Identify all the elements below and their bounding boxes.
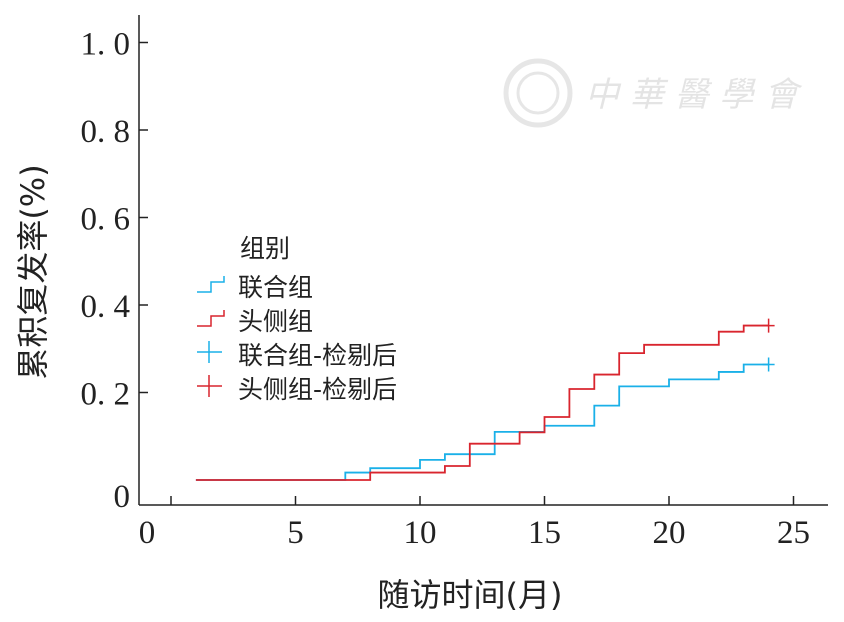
x-tick-label: 10 <box>404 515 437 551</box>
x-tick-label: 25 <box>777 515 810 551</box>
censor-mark <box>762 318 775 333</box>
watermark-text: 中 華 醫 學 會 <box>585 75 803 115</box>
legend-censor-icon <box>197 375 222 397</box>
x-tick-label: 20 <box>653 515 686 551</box>
x-tick-label: 15 <box>528 515 561 551</box>
legend-entry: 联合组 <box>238 273 313 302</box>
x-tick-label: 5 <box>287 515 304 551</box>
x-tick-label: 0 <box>139 515 156 551</box>
y-tick-label: 0. 6 <box>81 202 131 238</box>
legend-step-icon <box>197 310 225 327</box>
legend-censor-icon <box>197 341 222 363</box>
censor-mark <box>762 357 775 372</box>
legend-entry: 联合组-检剔后 <box>238 341 397 370</box>
x-axis-title: 随访时间(月) <box>378 576 563 614</box>
y-tick-label: 1. 0 <box>81 27 131 63</box>
y-tick-label: 0. 2 <box>81 377 131 413</box>
legend-step-icon <box>197 276 225 293</box>
y-axis-title: 累积复发率(%) <box>14 164 52 379</box>
y-tick-label: 0. 4 <box>81 289 131 325</box>
legend-entry: 头侧组-检剔后 <box>238 375 397 404</box>
y-tick-label: 0. 8 <box>81 114 131 150</box>
legend-entry: 头侧组 <box>238 307 313 336</box>
watermark-logo: 中 華 醫 學 會 <box>503 58 803 128</box>
y-tick-label: 0 <box>114 479 131 515</box>
series-line-cephalic <box>195 324 769 481</box>
legend-title: 组别 <box>240 234 290 263</box>
